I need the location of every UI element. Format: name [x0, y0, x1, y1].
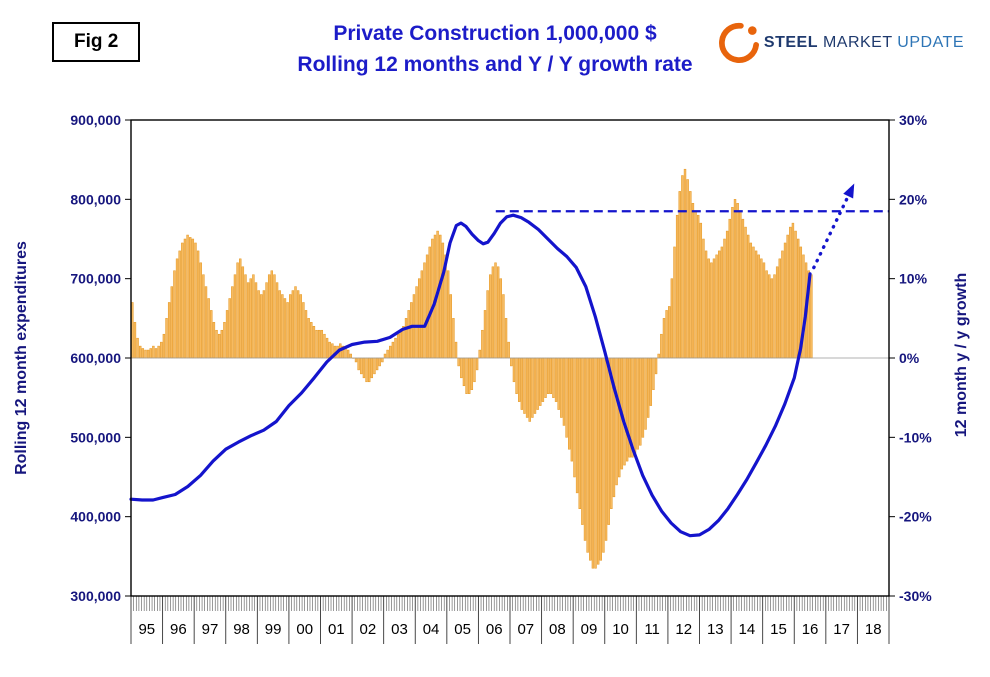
right-axis: 30% 20% 10% 0% -10% -20% -30% [889, 112, 932, 604]
x-axis-year-label: 06 [486, 621, 503, 638]
logo-word-market: MARKET [822, 34, 893, 51]
x-axis-year-label: 05 [454, 621, 471, 638]
expenditures-line [129, 213, 812, 538]
right-axis-tick-label: -30% [899, 588, 932, 604]
left-axis-title: Rolling 12 month expenditures [13, 241, 30, 475]
x-axis-year-label: 02 [360, 621, 377, 638]
x-axis-year-label: 18 [865, 621, 882, 638]
left-axis: 900,000 800,000 700,000 600,000 500,000 400,0… [70, 112, 131, 604]
x-axis-year-label: 16 [802, 621, 819, 638]
right-axis-tick-label: -10% [899, 429, 932, 445]
right-axis-title: 12 month y / y growth [953, 273, 970, 437]
x-axis-year-label: 10 [612, 621, 629, 638]
x-axis-year-label: 99 [265, 621, 282, 638]
plot-border [130, 119, 890, 597]
x-axis-year-label: 08 [549, 621, 566, 638]
x-axis-year-label: 13 [707, 621, 724, 638]
logo-text: STEEL MARKET UPDATE [764, 34, 964, 52]
right-axis-tick-label: 20% [899, 191, 928, 207]
x-axis-year-label: 12 [675, 621, 692, 638]
right-axis-tick-label: 10% [899, 271, 928, 287]
steel-market-update-logo: STEEL MARKET UPDATE [717, 22, 964, 64]
x-axis-year-label: 17 [833, 621, 850, 638]
x-axis-year-label: 97 [202, 621, 219, 638]
x-axis-year-label: 95 [138, 621, 155, 638]
logo-swoosh-icon [719, 22, 759, 63]
logo-word-steel: STEEL [763, 34, 818, 51]
x-axis-year-label: 04 [423, 621, 440, 638]
left-axis-tick-label: 300,000 [70, 588, 121, 604]
x-axis-year-label: 01 [328, 621, 345, 638]
x-axis-year-label: 00 [296, 621, 313, 638]
x-axis-year-label: 07 [517, 621, 534, 638]
x-axis-year-label: 14 [739, 621, 756, 638]
x-axis-year-label: 15 [770, 621, 787, 638]
plot-area: 900,000 800,000 700,000 600,000 500,000 400,0… [70, 112, 932, 644]
figure-label: Fig 2 [52, 22, 141, 62]
left-axis-tick-label: 900,000 [70, 112, 121, 128]
logo-word-update: UPDATE [897, 34, 964, 51]
right-axis-tick-label: 0% [899, 350, 920, 366]
x-axis: 95 96 97 98 99 00 01 02 03 04 05 06 07 08 09 10 11 12 13 14… [130, 596, 890, 644]
x-axis-year-label: 96 [170, 621, 187, 638]
x-axis-year-label: 03 [391, 621, 408, 638]
left-axis-tick-label: 400,000 [70, 509, 121, 525]
right-axis-tick-label: 30% [899, 112, 928, 128]
forecast-arrow [812, 183, 855, 270]
left-axis-tick-label: 500,000 [70, 429, 121, 445]
right-axis-tick-label: -20% [899, 509, 932, 525]
left-axis-tick-label: 600,000 [70, 350, 121, 366]
left-axis-tick-label: 800,000 [70, 191, 121, 207]
x-axis-year-label: 98 [233, 621, 250, 638]
left-axis-tick-label: 700,000 [70, 271, 121, 287]
x-axis-year-label: 09 [581, 621, 598, 638]
x-axis-year-label: 11 [644, 621, 660, 638]
